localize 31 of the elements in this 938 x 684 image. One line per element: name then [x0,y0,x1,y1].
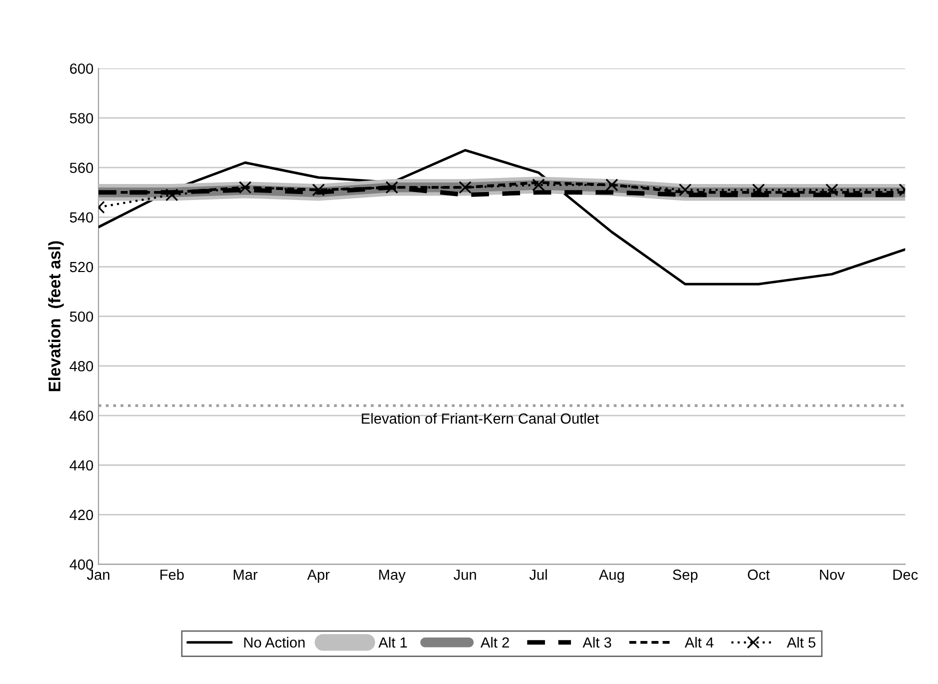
x-tick-label: Jan [86,570,110,580]
y-tick-label: 440 [70,460,94,471]
legend-label: Alt 2 [480,636,509,648]
x-tick-label: May [379,570,406,583]
legend-label: Alt 4 [684,636,714,648]
x-tick-label: Nov [820,570,845,580]
x-tick-label: Jul [529,569,547,580]
y-tick-label: 540 [70,212,94,223]
y-tick-label: 560 [70,162,94,174]
x-tick-label: Dec [893,570,918,580]
y-tick-label: 400 [70,559,94,570]
x-tick-label: Jun [454,570,476,580]
y-tick-label: 580 [70,113,94,124]
legend-label: Alt 3 [582,636,612,648]
y-tick-label: 600 [70,64,94,74]
x-tick-label: Feb [160,569,184,580]
legend-label: Alt 1 [378,636,407,648]
ref-line-label: Elevation of Friant-Kern Canal Outlet [362,413,599,424]
x-tick-label: Aug [598,570,624,583]
x-tick-label: Mar [234,570,258,580]
y-tick-label: 500 [70,311,94,322]
y-tick-label: 460 [70,410,94,421]
legend-label: No Action [244,636,305,648]
x-tick-label: Apr [307,570,330,583]
y-axis-title: Elevation (feet asl) [48,241,64,392]
y-tick-label: 520 [70,262,94,272]
y-tick-label: 420 [70,510,94,520]
x-tick-label: Sep [672,570,698,583]
legend-label: Alt 5 [786,636,816,648]
x-tick-label: Oct [748,570,770,580]
y-tick-label: 480 [70,361,94,372]
